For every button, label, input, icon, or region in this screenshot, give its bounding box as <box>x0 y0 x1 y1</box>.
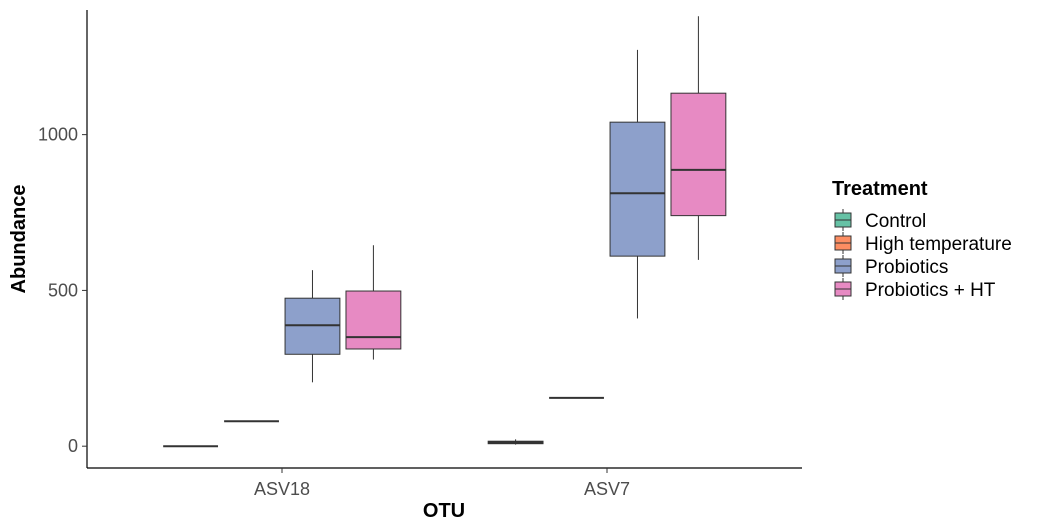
legend-label: Probiotics <box>865 257 948 278</box>
legend-label: Control <box>865 211 926 232</box>
y-axis-title: Abundance <box>8 185 30 294</box>
box-body <box>609 121 666 257</box>
legend-key <box>834 255 852 277</box>
legend-label: Probiotics + HT <box>865 280 996 301</box>
legend-key <box>834 232 852 254</box>
x-axis-title: OTU <box>423 500 465 522</box>
x-tick-label: ASV18 <box>254 479 310 499</box>
legend-label: High temperature <box>865 234 1012 255</box>
box-body <box>345 290 402 350</box>
legend-key <box>834 278 852 300</box>
legend-key <box>834 209 852 231</box>
y-tick-label: 0 <box>68 436 78 456</box>
box-probiotics-asv18 <box>284 270 341 383</box>
plot-area <box>163 16 727 448</box>
box-body <box>670 92 727 217</box>
x-tick-label: ASV7 <box>584 479 630 499</box>
box-control-asv7 <box>487 439 544 445</box>
axis-ticks: 0 500 1000 ASV18 ASV7 <box>38 125 630 499</box>
y-tick-label: 500 <box>48 280 78 300</box>
y-tick-label: 1000 <box>38 125 78 145</box>
legend-title: Treatment <box>832 178 928 200</box>
box-probiotics-ht-asv7 <box>670 16 727 260</box>
box-probiotics-ht-asv18 <box>345 245 402 360</box>
axes <box>86 10 802 469</box>
box-probiotics-asv7 <box>609 49 666 319</box>
